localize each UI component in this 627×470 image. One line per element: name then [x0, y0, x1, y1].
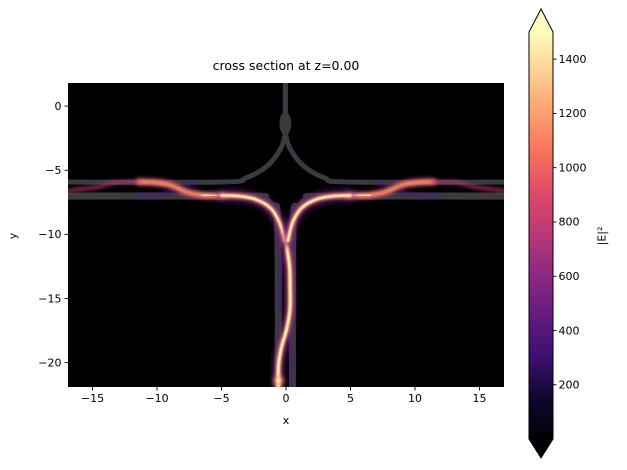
x-tick-label: −15: [81, 392, 104, 405]
colorbar-tick-label: 1000: [559, 161, 587, 174]
colorbar-tick-label: 1200: [559, 107, 587, 120]
y-tick-label: −20: [38, 356, 61, 369]
y-tick-label: 0: [55, 100, 62, 113]
y-tick-label: −5: [45, 164, 61, 177]
colorbar-gradient: [529, 32, 553, 439]
x-tick-label: 15: [472, 392, 486, 405]
colorbar-extend-arrow-bottom: [529, 439, 553, 458]
x-tick-label: 10: [408, 392, 422, 405]
colorbar-label: |E|²: [595, 226, 609, 246]
colorbar-tick-label: 200: [559, 379, 580, 392]
colorbar-tick-label: 400: [559, 324, 580, 337]
x-axis-label: x: [282, 414, 290, 427]
colorbar-extend-arrow-top: [529, 9, 553, 32]
chart-title: cross section at z=0.00: [212, 58, 360, 73]
x-tick-label: 5: [347, 392, 354, 405]
colorbar-tick-label: 600: [559, 270, 580, 283]
colorbar-outline: [528, 7, 554, 459]
x-tick-label: −5: [213, 392, 229, 405]
y-tick-label: −15: [38, 292, 61, 305]
y-tick-label: −10: [38, 228, 61, 241]
field-intensity-layer: [68, 178, 504, 387]
heatmap-plot: [68, 83, 504, 387]
x-tick-label: 0: [283, 392, 290, 405]
colorbar-tick-label: 800: [559, 216, 580, 229]
x-tick-label: −10: [145, 392, 168, 405]
colorbar-tick-label: 1400: [559, 53, 587, 66]
